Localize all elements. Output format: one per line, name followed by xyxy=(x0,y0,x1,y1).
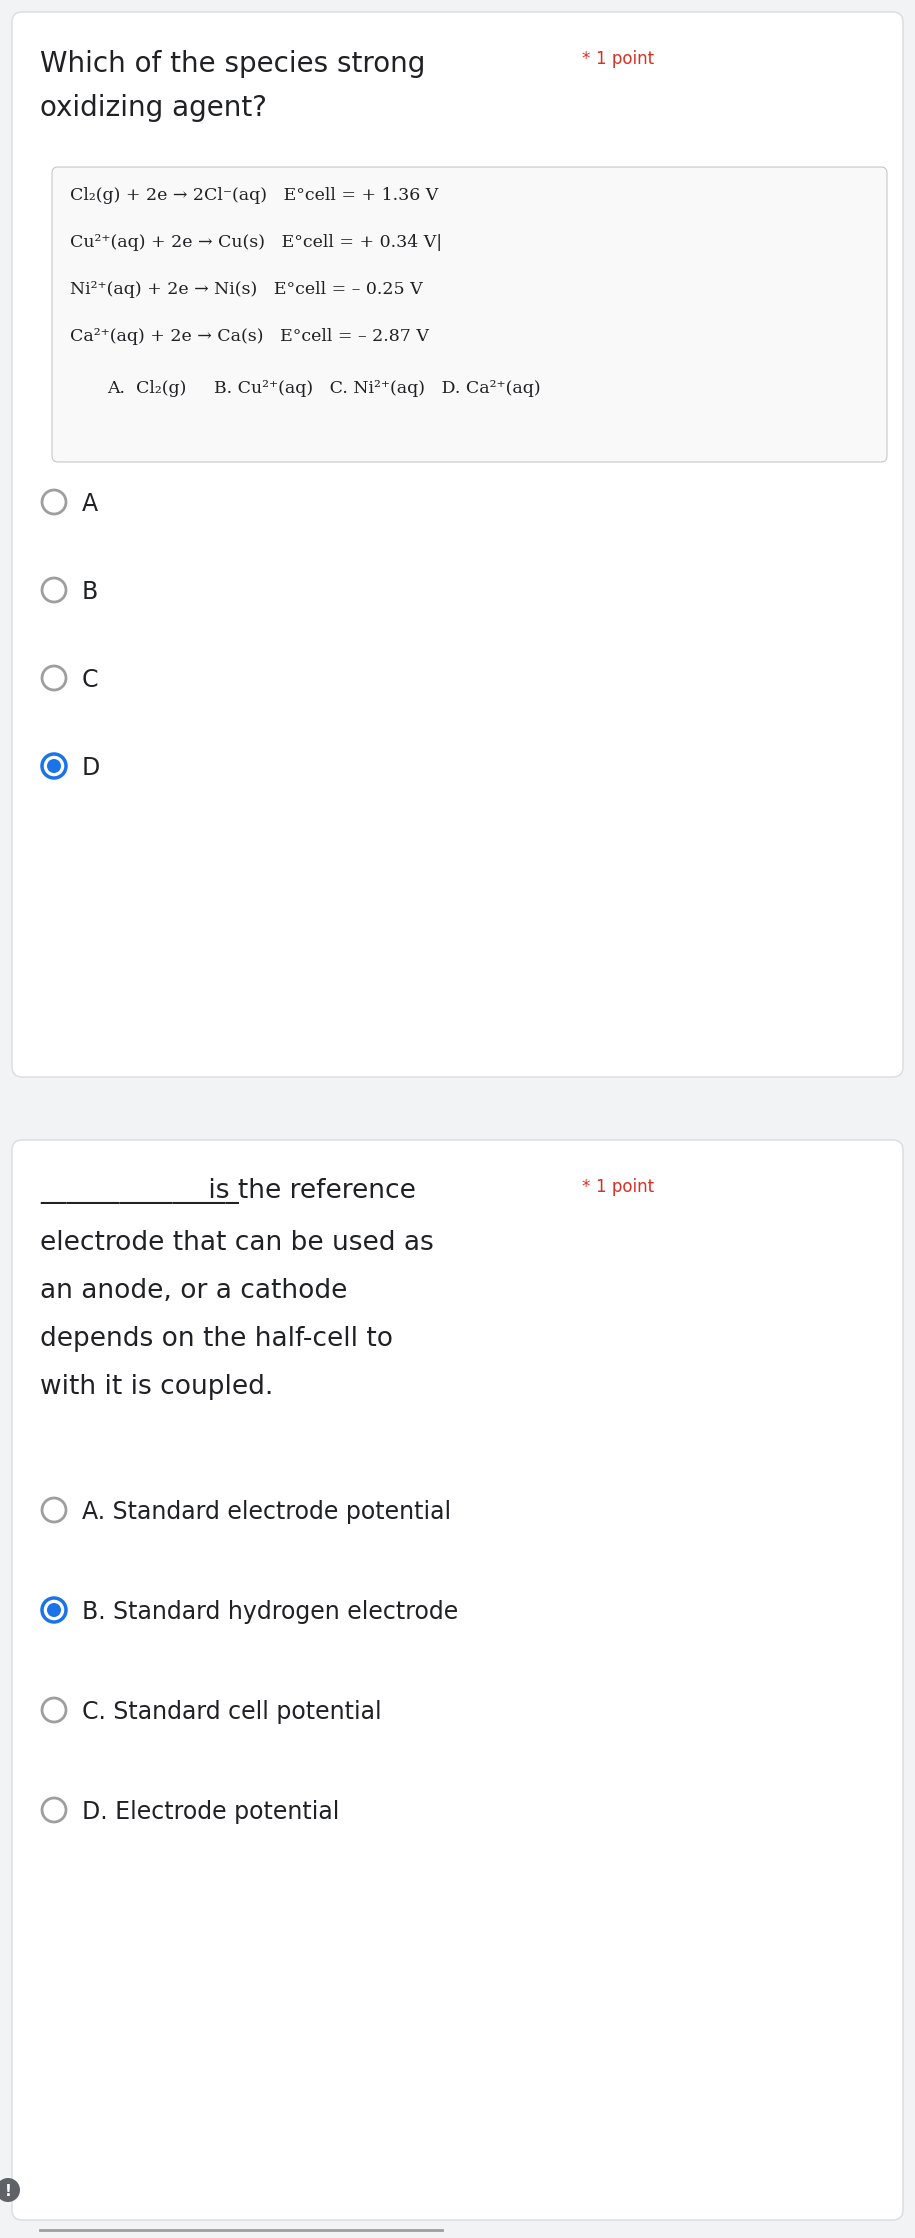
Text: D: D xyxy=(82,756,101,781)
Text: *: * xyxy=(582,1177,596,1195)
Text: 1 point: 1 point xyxy=(596,1177,654,1195)
Text: !: ! xyxy=(5,2184,11,2198)
Text: Ca²⁺(aq) + 2e → Ca(s)   E°cell = – 2.87 V: Ca²⁺(aq) + 2e → Ca(s) E°cell = – 2.87 V xyxy=(70,329,429,345)
Circle shape xyxy=(0,2178,20,2202)
Text: with it is coupled.: with it is coupled. xyxy=(40,1374,274,1401)
Text: D. Electrode potential: D. Electrode potential xyxy=(82,1799,339,1824)
Text: oxidizing agent?: oxidizing agent? xyxy=(40,94,267,123)
Text: 1 point: 1 point xyxy=(596,49,654,67)
Text: depends on the half-cell to: depends on the half-cell to xyxy=(40,1325,393,1352)
Text: B: B xyxy=(82,580,98,604)
Text: an anode, or a cathode: an anode, or a cathode xyxy=(40,1278,348,1305)
Text: _______________: _______________ xyxy=(40,1177,239,1204)
Text: B. Standard hydrogen electrode: B. Standard hydrogen electrode xyxy=(82,1600,458,1625)
Text: A: A xyxy=(82,492,98,517)
Text: Cl₂(g) + 2e → 2Cl⁻(aq)   E°cell = + 1.36 V: Cl₂(g) + 2e → 2Cl⁻(aq) E°cell = + 1.36 V xyxy=(70,188,438,204)
Text: Cu²⁺(aq) + 2e → Cu(s)   E°cell = + 0.34 V|: Cu²⁺(aq) + 2e → Cu(s) E°cell = + 0.34 V| xyxy=(70,235,442,251)
FancyBboxPatch shape xyxy=(12,1139,903,2220)
Text: C. Standard cell potential: C. Standard cell potential xyxy=(82,1701,382,1723)
Text: electrode that can be used as: electrode that can be used as xyxy=(40,1231,434,1256)
Text: is the reference: is the reference xyxy=(200,1177,416,1204)
Text: Which of the species strong: Which of the species strong xyxy=(40,49,425,78)
FancyBboxPatch shape xyxy=(12,11,903,1076)
Text: Ni²⁺(aq) + 2e → Ni(s)   E°cell = – 0.25 V: Ni²⁺(aq) + 2e → Ni(s) E°cell = – 0.25 V xyxy=(70,282,423,298)
Circle shape xyxy=(47,1602,61,1618)
Text: *: * xyxy=(582,49,596,67)
FancyBboxPatch shape xyxy=(52,168,887,461)
Text: A.  Cl₂(g)     B. Cu²⁺(aq)   C. Ni²⁺(aq)   D. Ca²⁺(aq): A. Cl₂(g) B. Cu²⁺(aq) C. Ni²⁺(aq) D. Ca²… xyxy=(107,380,541,396)
Circle shape xyxy=(47,759,61,772)
Text: A. Standard electrode potential: A. Standard electrode potential xyxy=(82,1499,451,1524)
Text: C: C xyxy=(82,667,99,692)
